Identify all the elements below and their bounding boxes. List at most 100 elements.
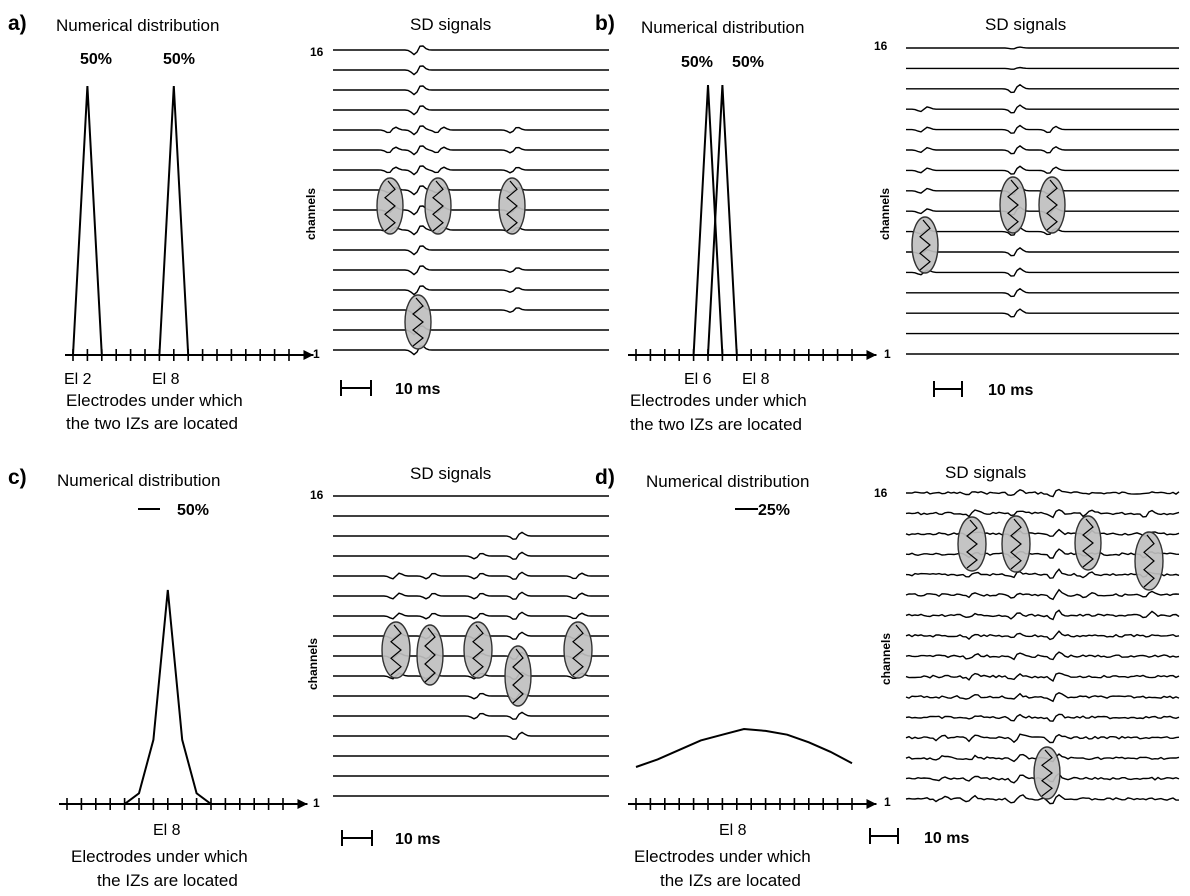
sd-signal-traces: [333, 495, 609, 797]
signal-trace: [906, 46, 1179, 50]
signal-trace: [905, 509, 1180, 519]
signal-trace: [906, 247, 1179, 257]
signal-trace: [905, 568, 1180, 579]
distribution-curve: [67, 589, 283, 805]
ellipse-waveform: [1010, 518, 1022, 570]
signals-title: SD signals: [410, 464, 491, 483]
signal-trace: [333, 531, 609, 540]
signal-trace: [333, 711, 609, 720]
signal-trace: [333, 325, 609, 336]
signal-trace: [906, 66, 1179, 70]
signal-trace: [333, 145, 609, 156]
time-scale-label: 10 ms: [395, 831, 440, 848]
signals-title: SD signals: [410, 15, 491, 34]
signal-trace: [905, 651, 1180, 661]
highlight-ellipses: [911, 176, 1066, 274]
panel-c: c) Numerical distribution 50% El 8 Elect…: [8, 464, 609, 890]
signal-trace: [333, 165, 609, 176]
signal-trace: [333, 105, 609, 116]
axis-arrowhead: [303, 350, 314, 360]
signal-trace: [906, 145, 1179, 155]
iz-highlight-ellipse: [504, 645, 532, 707]
signal-trace: [906, 165, 1179, 175]
signal-trace: [333, 731, 609, 740]
iz-highlight-ellipse: [999, 176, 1027, 234]
axis-caption-line: the IZs are located: [660, 871, 801, 890]
axis-arrowhead: [297, 799, 308, 809]
signal-trace: [905, 588, 1180, 601]
signal-trace: [905, 794, 1180, 805]
ellipse-waveform: [506, 180, 518, 232]
signal-trace: [906, 287, 1179, 298]
channel-number-top: 16: [310, 488, 324, 502]
ellipse-waveform: [512, 648, 524, 704]
iz-highlight-ellipse: [404, 294, 432, 350]
distribution-title: Numerical distribution: [56, 16, 219, 35]
iz-highlight-ellipse: [957, 516, 987, 572]
distribution-peak: [72, 85, 103, 356]
iz-highlight-ellipse: [416, 624, 444, 686]
ellipse-waveform: [384, 180, 396, 232]
signal-trace: [333, 551, 609, 560]
signal-trace: [333, 571, 609, 580]
signal-trace: [333, 691, 609, 700]
signal-trace: [906, 488, 1180, 498]
iz-highlight-ellipse: [1001, 515, 1031, 573]
distribution-plot: [65, 85, 314, 361]
ellipse-waveform: [432, 180, 444, 232]
ellipse-waveform: [1007, 179, 1019, 231]
iz-highlight-ellipse: [1038, 176, 1066, 234]
channel-number-top: 16: [874, 39, 888, 53]
iz-highlight-ellipse: [563, 621, 593, 679]
signal-trace: [905, 713, 1180, 722]
signal-trace: [905, 528, 1180, 538]
ellipse-waveform: [412, 297, 424, 347]
signal-trace: [905, 630, 1180, 641]
signal-trace: [906, 124, 1179, 134]
distribution-title: Numerical distribution: [57, 471, 220, 490]
highlight-ellipses: [376, 177, 526, 350]
signal-trace: [333, 611, 609, 620]
signal-trace: [906, 226, 1179, 236]
signal-trace: [905, 548, 1180, 559]
time-scale-bar: [933, 381, 963, 397]
electrode-tick-label: El 8: [742, 371, 770, 388]
percent-scale-label: 25%: [758, 502, 790, 519]
time-scale-label: 10 ms: [924, 830, 969, 847]
signal-trace: [333, 85, 609, 96]
panel-a: a) Numerical distribution 50% 50% El 2 E…: [8, 12, 609, 433]
panel-label: c): [8, 466, 27, 489]
channels-axis-label: channels: [306, 638, 320, 690]
time-scale-label: 10 ms: [988, 382, 1033, 399]
ellipse-waveform: [966, 519, 978, 569]
signal-trace: [906, 308, 1179, 318]
ellipse-waveform: [1046, 179, 1058, 231]
channel-number-top: 16: [310, 45, 324, 59]
signal-trace: [333, 45, 609, 56]
channel-number-bottom: 1: [313, 347, 320, 361]
ellipse-waveform: [1041, 749, 1053, 797]
distribution-peak: [692, 84, 724, 356]
signal-trace: [333, 225, 609, 236]
ellipse-waveform: [919, 219, 931, 271]
channel-number-bottom: 1: [884, 347, 891, 361]
distribution-plot: [59, 589, 308, 810]
highlight-ellipses: [381, 621, 593, 707]
sd-signal-traces: [333, 45, 609, 356]
ellipse-waveform: [472, 624, 484, 676]
iz-highlight-ellipse: [376, 177, 404, 235]
panel-label: b): [595, 12, 615, 35]
highlight-ellipses: [957, 515, 1164, 800]
channels-axis-label: channels: [879, 633, 893, 685]
signal-trace: [333, 345, 609, 356]
axis-caption-line: the two IZs are located: [630, 415, 802, 434]
ellipse-waveform: [1082, 518, 1094, 568]
axis-caption-line: Electrodes under which: [71, 847, 248, 866]
axis-caption-line: the IZs are located: [97, 871, 238, 890]
panel-d: d) Numerical distribution 25% El 8 Elect…: [595, 463, 1180, 890]
ellipse-waveform: [390, 624, 402, 676]
time-scale-label: 10 ms: [395, 381, 440, 398]
distribution-plot: [628, 727, 877, 810]
